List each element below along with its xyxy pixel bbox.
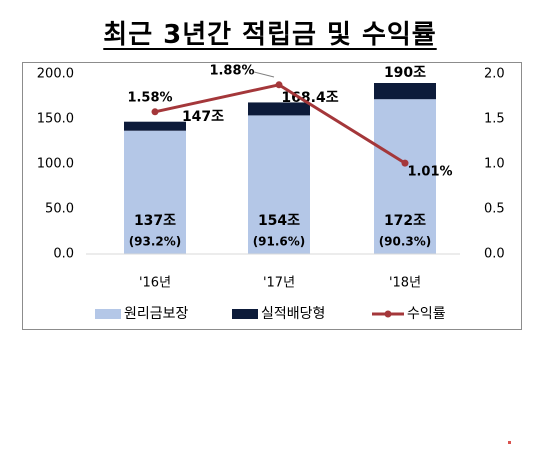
- line-point: [401, 159, 409, 167]
- right-axis-tick-label: 1.5: [484, 112, 505, 127]
- legend-label-yield: 수익률: [407, 306, 446, 322]
- bar-base: [374, 99, 436, 254]
- bar-top: [374, 83, 436, 100]
- bar-base-label: 154조: [258, 213, 300, 229]
- chart-title: 최근 3년간 적립금 및 수익률: [0, 14, 540, 51]
- bar-base: [248, 115, 310, 255]
- bar-top: [124, 121, 186, 131]
- bar-total-label: 147조: [182, 109, 224, 125]
- legend-swatch-base: [95, 309, 121, 319]
- legend-label-base: 원리금보장: [124, 306, 189, 322]
- left-axis-tick-label: 50.0: [45, 202, 74, 217]
- x-tick-label: '18년: [389, 276, 421, 291]
- chart-title-text: 최근 3년간 적립금 및 수익률: [103, 20, 437, 50]
- bar-base-share-label: (91.6%): [253, 235, 306, 249]
- left-axis-tick-label: 0.0: [53, 247, 74, 262]
- left-axis-tick-label: 200.0: [37, 67, 74, 82]
- chart-frame: [22, 62, 522, 330]
- line-value-label: 1.01%: [407, 165, 452, 180]
- line-value-label: 1.88%: [209, 64, 254, 79]
- left-axis-tick-label: 100.0: [37, 157, 74, 172]
- stray-dot: [508, 441, 511, 444]
- x-tick-label: '16년: [139, 276, 171, 291]
- bar-base-share-label: (90.3%): [379, 235, 432, 249]
- bar-total-label: 190조: [384, 65, 426, 81]
- bar-base: [124, 130, 186, 254]
- right-axis-tick-label: 1.0: [484, 157, 505, 172]
- right-axis-tick-label: 0.5: [484, 202, 505, 217]
- left-axis-tick-label: 150.0: [37, 112, 74, 127]
- bar-top: [248, 102, 310, 116]
- legend-marker-yield: [384, 310, 392, 318]
- line-point: [275, 81, 283, 89]
- bar-base-label: 172조: [384, 213, 426, 229]
- legend-label-top: 실적배당형: [261, 306, 325, 322]
- bar-base-label: 137조: [134, 213, 176, 229]
- x-tick-label: '17년: [263, 276, 295, 291]
- leader-line: [253, 71, 275, 78]
- legend-swatch-top: [232, 309, 258, 319]
- line-point: [151, 108, 159, 116]
- right-axis-tick-label: 2.0: [484, 67, 505, 82]
- right-axis-tick-label: 0.0: [484, 247, 505, 262]
- line-value-label: 1.58%: [127, 91, 172, 106]
- bar-base-share-label: (93.2%): [129, 235, 182, 249]
